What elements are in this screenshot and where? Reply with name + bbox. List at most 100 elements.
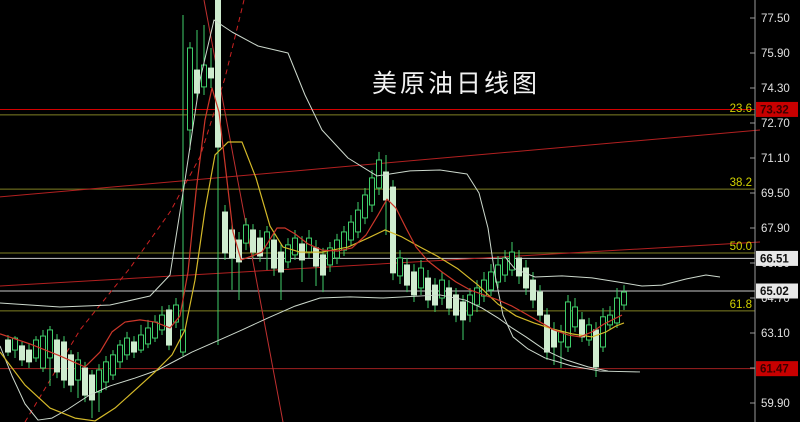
candle-body [404, 264, 410, 286]
candle-body [33, 339, 39, 359]
chart-title: 美原油日线图 [372, 69, 541, 98]
candle-body [117, 344, 123, 363]
candle-body [215, 0, 221, 148]
candle-body [271, 239, 277, 269]
candle-body [75, 359, 81, 381]
price-marker-label: 73.32 [760, 104, 789, 116]
candle-body [257, 237, 263, 257]
candle-body [376, 159, 382, 189]
candle-body [544, 314, 550, 353]
candle-body [145, 327, 151, 345]
candle-body [103, 361, 109, 383]
candle-body [495, 264, 501, 283]
trendline-channel-lower [0, 241, 761, 287]
price-marker-box [756, 101, 798, 117]
candle-body [285, 244, 291, 263]
axis-tick-label: 59.90 [761, 398, 790, 410]
candle-body [481, 279, 487, 297]
bollinger-mid-band [504, 256, 721, 287]
candle-body [551, 329, 557, 348]
candle-body [278, 251, 284, 273]
candle-body [390, 186, 396, 274]
candle-body [152, 321, 158, 339]
candle-body [425, 277, 431, 301]
candle-body [320, 254, 326, 276]
candle-body [397, 257, 403, 277]
candle-body [621, 291, 627, 306]
candle-body [460, 301, 466, 321]
fib-level-label: 50.0 [730, 241, 752, 253]
candle-body [12, 337, 18, 351]
price-marker-label: 61.47 [760, 364, 789, 376]
fib-level-label: 23.6 [730, 103, 752, 115]
fib-level-label: 61.8 [730, 299, 752, 311]
candle-body [614, 297, 620, 324]
candle-body [453, 294, 459, 316]
candle-body [89, 374, 95, 401]
candle-body [565, 301, 571, 348]
trendline-steep-ascending-dashed [24, 0, 245, 422]
candle-body [40, 335, 46, 369]
bollinger-lower-band [0, 294, 609, 421]
candle-body [418, 267, 424, 289]
axis-tick-label: 77.50 [761, 13, 790, 25]
candle-body [369, 177, 375, 206]
axis-tick-label: 63.10 [761, 328, 790, 340]
candle-body [292, 237, 298, 256]
candle-body [19, 345, 25, 361]
price-marker-box [756, 283, 798, 299]
candle-body [159, 314, 165, 331]
candle-body [68, 354, 74, 386]
price-marker-box [756, 250, 798, 266]
candle-body [523, 267, 529, 289]
candle-body [355, 209, 361, 233]
axis-tick-label: 67.90 [761, 223, 790, 235]
candle-body [96, 369, 102, 393]
candle-body [201, 64, 207, 88]
candle-body [187, 47, 193, 131]
axis-tick-label: 75.90 [761, 48, 790, 60]
candle-body [439, 279, 445, 299]
axis-tick-label: 69.50 [761, 188, 790, 200]
candle-body [131, 341, 137, 353]
candle-body [243, 224, 249, 244]
candle-body [229, 229, 235, 259]
candle-body [488, 271, 494, 291]
axis-tick-label: 72.70 [761, 118, 790, 130]
candle-body [446, 287, 452, 309]
price-marker-box [756, 361, 798, 377]
candle-body [26, 349, 32, 363]
candle-body [138, 334, 144, 351]
candle-body [327, 247, 333, 266]
candle-body [264, 231, 270, 249]
candle-body [411, 271, 417, 296]
candle-body [5, 339, 11, 353]
price-marker-label: 66.51 [760, 253, 789, 265]
candle-body [579, 319, 585, 338]
axis-tick-label: 74.30 [761, 83, 790, 95]
candle-body [250, 229, 256, 253]
candle-body [348, 221, 354, 241]
candle-body [110, 354, 116, 376]
candle-body [383, 171, 389, 201]
axis-tick-label: 71.10 [761, 153, 790, 165]
candle-body [502, 257, 508, 276]
candle-body [47, 329, 53, 359]
price-marker-label: 65.02 [760, 286, 789, 298]
candle-body [180, 329, 186, 353]
candle-body [222, 211, 228, 254]
candle-body [537, 291, 543, 316]
candle-body [173, 304, 179, 323]
fib-level-label: 38.2 [730, 177, 752, 189]
bollinger-upper-band [0, 19, 641, 373]
candle-body [467, 294, 473, 316]
candle-body [313, 247, 319, 267]
candle-body [124, 337, 130, 356]
ma-red [0, 87, 623, 368]
candle-body [208, 67, 214, 79]
candle-body [82, 367, 88, 396]
candle-body [572, 306, 578, 328]
candle-body [530, 279, 536, 301]
